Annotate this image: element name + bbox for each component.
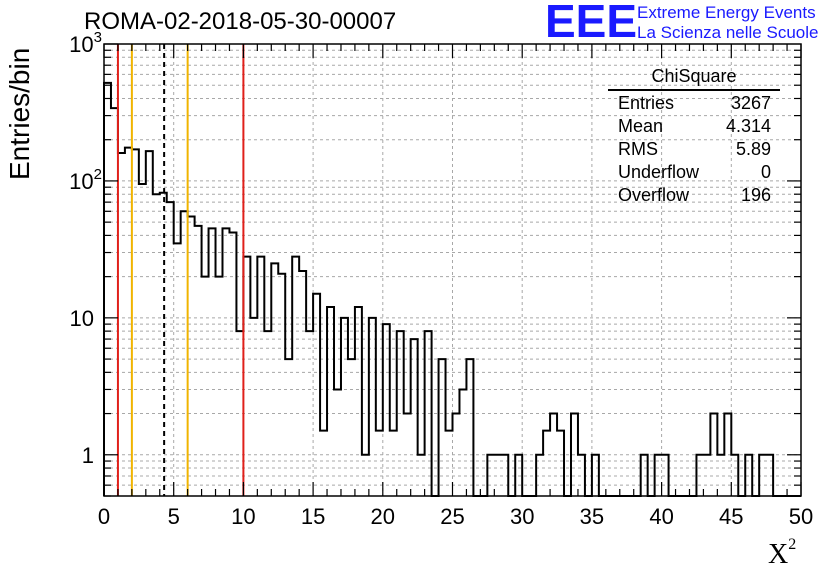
stats-title: ChiSquare — [608, 66, 780, 91]
stats-label: RMS — [618, 139, 658, 159]
logo-line-1: Extreme Energy Events — [637, 3, 816, 22]
x-tick-label: 20 — [371, 504, 395, 529]
stats-value: 3267 — [730, 93, 771, 113]
y-tick-label: 103 — [69, 29, 102, 57]
x-tick-label: 30 — [510, 504, 534, 529]
y-tick-label: 102 — [69, 166, 102, 194]
stats-row-mean: Mean 4.314 — [608, 116, 780, 139]
x-tick-label: 50 — [789, 504, 813, 529]
stats-row-overflow: Overflow 196 — [608, 185, 780, 208]
x-tick-label: 25 — [440, 504, 464, 529]
logo-mark: EEE — [545, 0, 638, 47]
y-tick-label: 10 — [70, 306, 94, 331]
stats-label: Overflow — [618, 185, 690, 205]
stats-row-underflow: Underflow 0 — [608, 162, 780, 185]
stats-label: Mean — [618, 116, 664, 136]
stats-value: 5.89 — [735, 139, 771, 159]
x-tick-label: 15 — [301, 504, 325, 529]
x-tick-label: 35 — [580, 504, 604, 529]
x-axis-label: X2 — [768, 536, 796, 571]
logo-line-2: La Scienza nelle Scuole — [637, 23, 819, 42]
stats-value: 0 — [760, 162, 771, 182]
stats-row-entries: Entries 3267 — [608, 93, 780, 116]
stats-box: ChiSquare Entries 3267 Mean 4.314 RMS 5.89 … — [608, 66, 780, 208]
y-axis-label: Entries/bin — [4, 47, 35, 180]
x-tick-label: 5 — [168, 504, 180, 529]
x-tick-label: 0 — [98, 504, 110, 529]
x-axis-label-exp: 2 — [788, 536, 797, 553]
stats-value: 196 — [740, 185, 771, 205]
x-tick-label: 10 — [231, 504, 255, 529]
histogram-series — [103, 81, 801, 497]
stats-value: 4.314 — [725, 116, 771, 136]
x-axis-label-base: X — [768, 539, 789, 570]
x-tick-label: 40 — [649, 504, 673, 529]
stats-label: Entries — [618, 93, 675, 113]
chart-title: ROMA-02-2018-05-30-00007 — [84, 8, 397, 35]
stats-label: Underflow — [618, 162, 700, 182]
eee-logo: EEE Extreme Energy Events La Scienza nel… — [545, 0, 835, 47]
y-tick-label: 1 — [82, 443, 94, 468]
stats-row-rms: RMS 5.89 — [608, 139, 780, 162]
x-tick-label: 45 — [719, 504, 743, 529]
